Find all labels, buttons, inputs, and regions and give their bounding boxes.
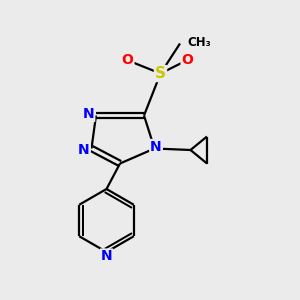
Text: N: N	[101, 250, 112, 263]
Text: O: O	[182, 53, 194, 67]
Text: S: S	[155, 66, 166, 81]
Text: CH₃: CH₃	[188, 35, 211, 49]
Text: N: N	[78, 143, 90, 157]
Text: N: N	[83, 107, 94, 121]
Text: N: N	[150, 140, 162, 154]
Text: O: O	[122, 53, 134, 67]
